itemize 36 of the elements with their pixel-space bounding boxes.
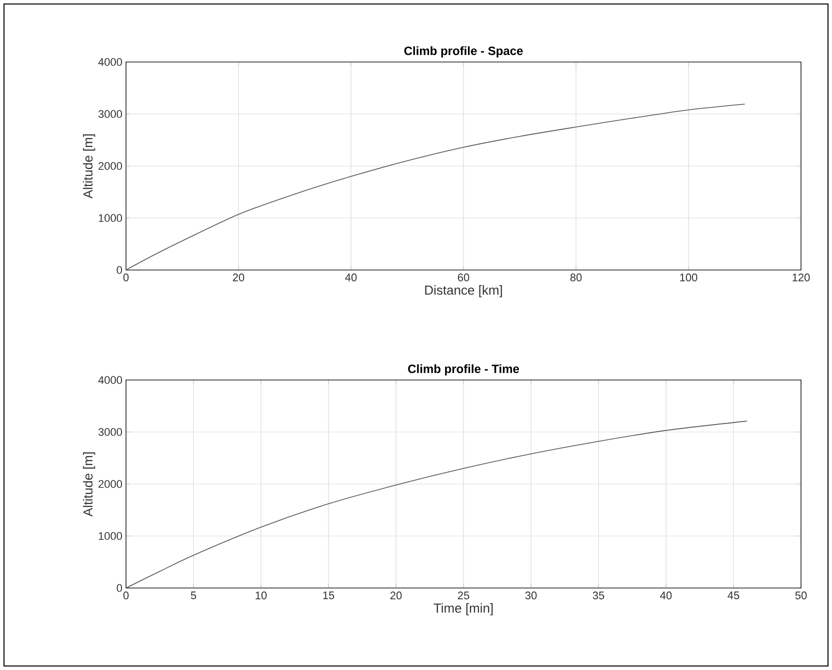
x-tick-label: 80 (570, 274, 582, 282)
x-tick-label: 120 (792, 274, 810, 282)
x-axis-title: Distance [km] (425, 285, 502, 298)
x-tick-label: 60 (458, 274, 470, 282)
x-tick-label: 100 (680, 274, 698, 282)
x-tick-label: 10 (256, 592, 267, 600)
x-tick-label: 5 (190, 592, 196, 600)
y-tick-label: 0 (116, 584, 122, 592)
y-tick-label: 2000 (98, 162, 122, 170)
x-tick-label: 40 (660, 592, 672, 600)
x-axis-title: Time [min] (434, 603, 493, 616)
y-tick-label: 3000 (98, 110, 122, 118)
y-tick-label: 4000 (98, 376, 122, 384)
x-tick-label: 15 (323, 592, 334, 600)
line-series (126, 420, 748, 588)
y-tick-label: 1000 (98, 532, 122, 540)
x-tick-label: 20 (390, 592, 402, 600)
x-tick-label: 40 (345, 274, 357, 282)
x-tick-label: 25 (458, 592, 470, 600)
x-tick-label: 35 (592, 592, 604, 600)
y-tick-label: 4000 (98, 58, 122, 66)
x-tick-label: 0 (123, 274, 129, 282)
y-axis-title: Altitude [m] (83, 134, 96, 198)
x-tick-label: 45 (728, 592, 740, 600)
y-tick-label: 2000 (98, 480, 122, 488)
x-tick-label: 20 (232, 274, 244, 282)
x-tick-label: 50 (795, 592, 807, 600)
chart-title: Climb profile - Time (408, 364, 519, 376)
line-series (126, 104, 746, 270)
chart-title: Climb profile - Space (404, 46, 523, 58)
x-tick-label: 0 (123, 592, 129, 600)
y-tick-label: 0 (116, 266, 122, 274)
y-tick-label: 3000 (98, 428, 122, 436)
y-axis-title: Altitude [m] (83, 452, 96, 516)
x-tick-label: 30 (525, 592, 537, 600)
y-tick-label: 1000 (98, 214, 122, 222)
